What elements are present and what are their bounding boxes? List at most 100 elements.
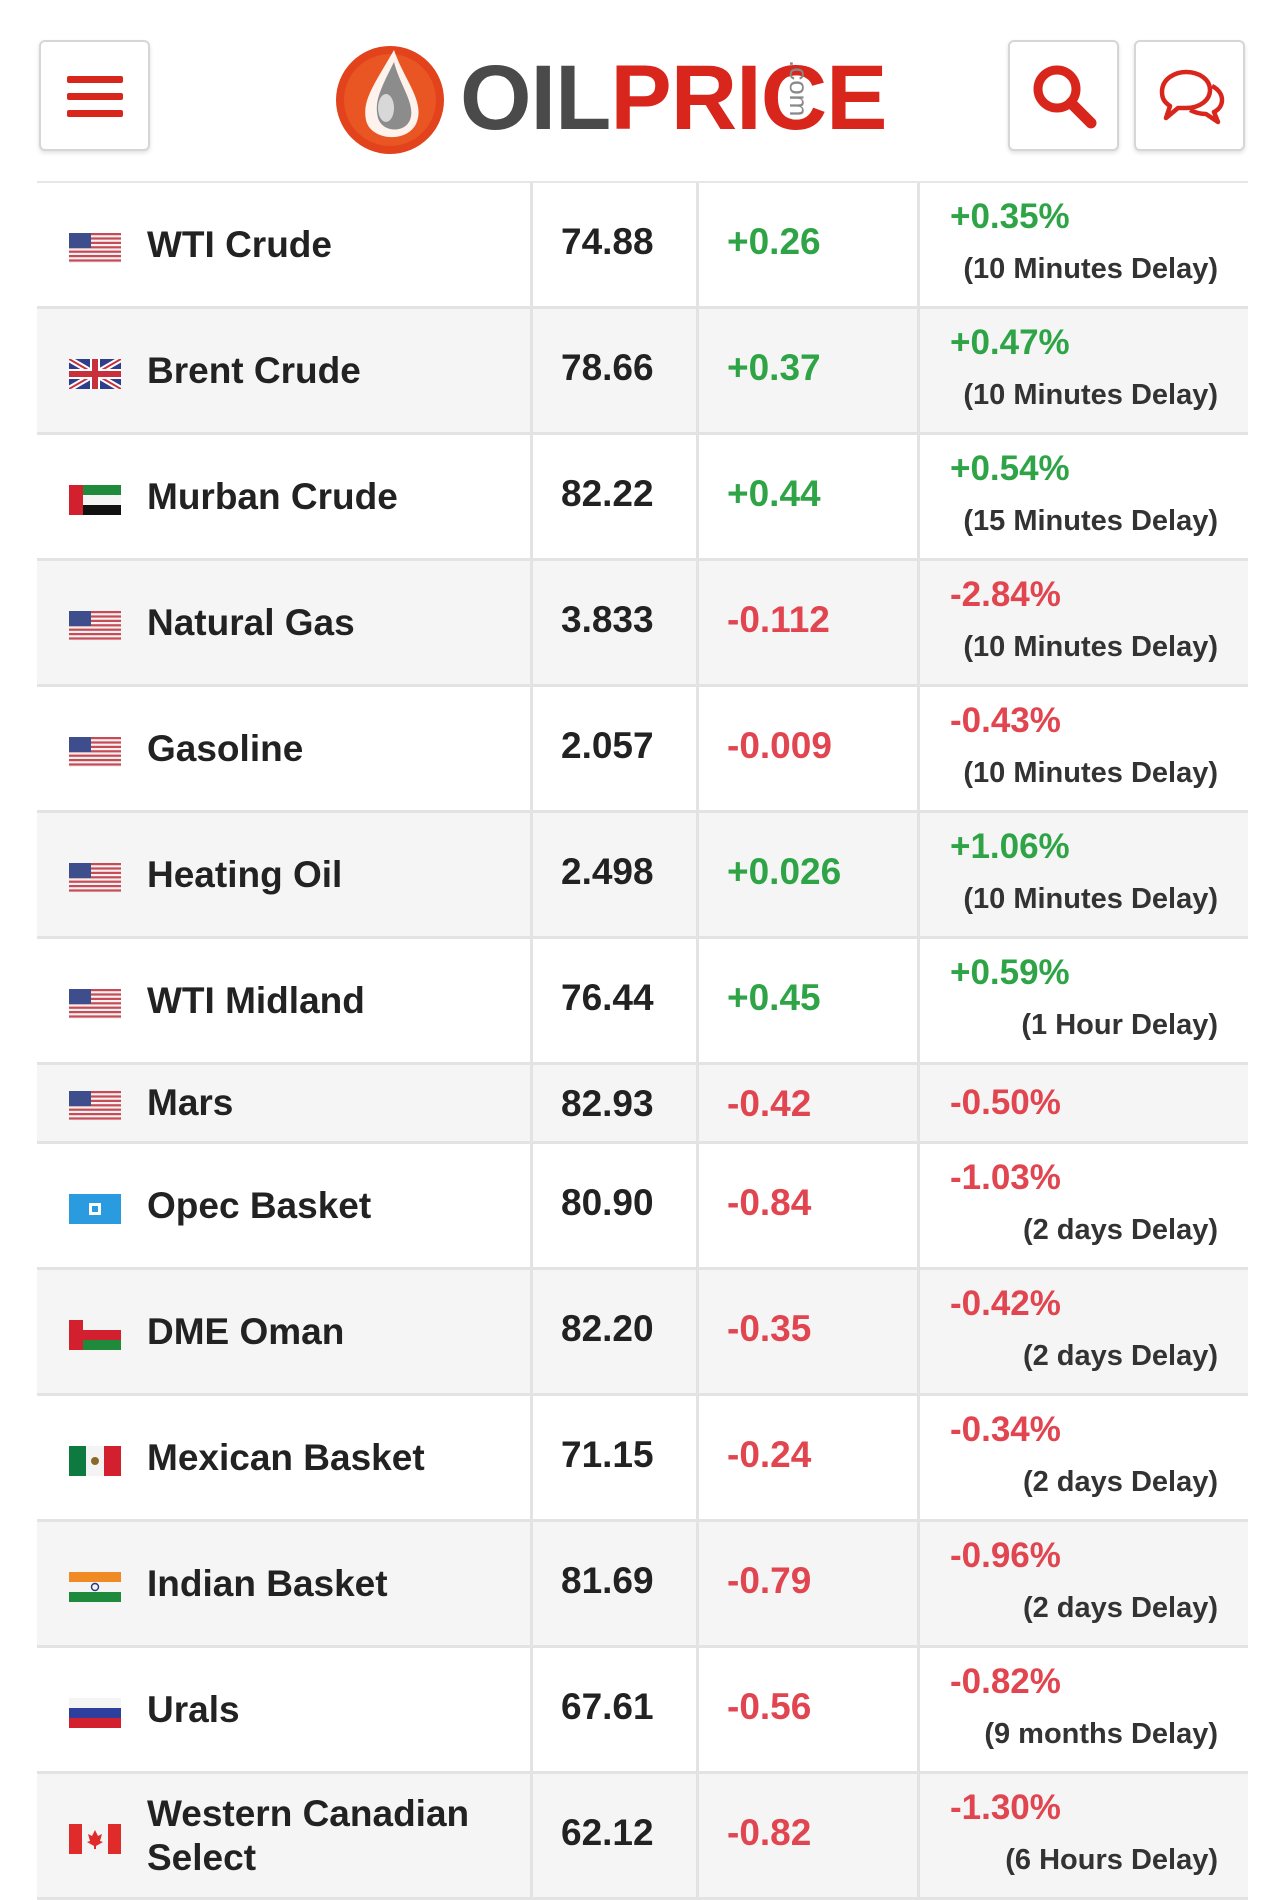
change-cell: -0.24 bbox=[699, 1396, 920, 1519]
comments-button[interactable] bbox=[1134, 40, 1245, 151]
commodity-cell[interactable]: Brent Crude bbox=[37, 309, 533, 432]
percent-change: +0.59% bbox=[950, 953, 1070, 992]
price-cell: 80.90 bbox=[533, 1144, 699, 1267]
commodity-name[interactable]: Brent Crude bbox=[147, 349, 361, 391]
table-row[interactable]: Gasoline 2.057 -0.009 -0.43% (10 Minutes… bbox=[37, 687, 1248, 813]
percent-change: -1.03% bbox=[950, 1158, 1061, 1197]
mexico-flag-icon bbox=[69, 1445, 121, 1476]
change-value: -0.24 bbox=[727, 1434, 812, 1475]
price-value: 82.22 bbox=[561, 473, 654, 514]
price-cell: 82.22 bbox=[533, 435, 699, 558]
commodity-name[interactable]: WTI Crude bbox=[147, 223, 332, 265]
price-cell: 2.057 bbox=[533, 687, 699, 810]
change-cell: +0.026 bbox=[699, 813, 920, 936]
table-row[interactable]: Brent Crude 78.66 +0.37 +0.47% (10 Minut… bbox=[37, 309, 1248, 435]
price-value: 3.833 bbox=[561, 599, 654, 640]
commodity-cell[interactable]: Indian Basket bbox=[37, 1522, 533, 1645]
commodity-cell[interactable]: DME Oman bbox=[37, 1270, 533, 1393]
table-row[interactable]: Murban Crude 82.22 +0.44 +0.54% (15 Minu… bbox=[37, 435, 1248, 561]
delay-note: (6 Hours Delay) bbox=[1005, 1844, 1218, 1876]
commodity-name[interactable]: Western Canadian Select bbox=[147, 1792, 470, 1878]
table-row[interactable]: Mars 82.93 -0.42 -0.50% bbox=[37, 1065, 1248, 1144]
percent-cell: -0.34% (2 days Delay) bbox=[920, 1396, 1248, 1519]
commodity-cell[interactable]: Natural Gas bbox=[37, 561, 533, 684]
percent-change: +0.54% bbox=[950, 449, 1070, 488]
percent-cell: -1.03% (2 days Delay) bbox=[920, 1144, 1248, 1267]
commodity-name[interactable]: Natural Gas bbox=[147, 601, 355, 643]
commodity-cell[interactable]: Murban Crude bbox=[37, 435, 533, 558]
commodity-cell[interactable]: Urals bbox=[37, 1648, 533, 1771]
percent-cell: -0.43% (10 Minutes Delay) bbox=[920, 687, 1248, 810]
price-value: 80.90 bbox=[561, 1182, 654, 1223]
change-value: +0.45 bbox=[727, 977, 821, 1018]
us-flag-icon bbox=[69, 1091, 121, 1121]
table-row[interactable]: WTI Midland 76.44 +0.45 +0.59% (1 Hour D… bbox=[37, 939, 1248, 1065]
commodity-name[interactable]: Gasoline bbox=[147, 727, 304, 769]
delay-note: (2 days Delay) bbox=[1022, 1466, 1218, 1498]
commodity-cell[interactable]: Gasoline bbox=[37, 687, 533, 810]
price-value: 78.66 bbox=[561, 347, 654, 388]
us-flag-icon bbox=[69, 232, 121, 263]
uae-flag-icon bbox=[69, 484, 121, 515]
percent-cell: +0.47% (10 Minutes Delay) bbox=[920, 309, 1248, 432]
commodity-cell[interactable]: Heating Oil bbox=[37, 813, 533, 936]
percent-cell: -0.96% (2 days Delay) bbox=[920, 1522, 1248, 1645]
change-cell: +0.45 bbox=[699, 939, 920, 1062]
menu-button[interactable] bbox=[39, 40, 150, 151]
india-flag-icon bbox=[69, 1571, 121, 1602]
commodity-name[interactable]: Opec Basket bbox=[147, 1184, 372, 1226]
percent-change: +0.47% bbox=[950, 323, 1070, 362]
percent-cell: +0.35% (10 Minutes Delay) bbox=[920, 183, 1248, 306]
delay-note: (10 Minutes Delay) bbox=[963, 757, 1218, 789]
change-cell: -0.84 bbox=[699, 1144, 920, 1267]
commodity-name[interactable]: Indian Basket bbox=[147, 1562, 388, 1604]
commodity-cell[interactable]: Western Canadian Select bbox=[37, 1774, 533, 1897]
price-cell: 71.15 bbox=[533, 1396, 699, 1519]
change-value: -0.42 bbox=[727, 1083, 812, 1124]
table-row[interactable]: Natural Gas 3.833 -0.112 -2.84% (10 Minu… bbox=[37, 561, 1248, 687]
price-cell: 78.66 bbox=[533, 309, 699, 432]
price-cell: 3.833 bbox=[533, 561, 699, 684]
change-value: -0.56 bbox=[727, 1686, 812, 1727]
table-row[interactable]: Urals 67.61 -0.56 -0.82% (9 months Delay… bbox=[37, 1648, 1248, 1774]
commodity-cell[interactable]: WTI Midland bbox=[37, 939, 533, 1062]
change-cell: +0.44 bbox=[699, 435, 920, 558]
percent-change: -0.96% bbox=[950, 1536, 1061, 1575]
table-row[interactable]: Mexican Basket 71.15 -0.24 -0.34% (2 day… bbox=[37, 1396, 1248, 1522]
table-row[interactable]: Opec Basket 80.90 -0.84 -1.03% (2 days D… bbox=[37, 1144, 1248, 1270]
percent-cell: -2.84% (10 Minutes Delay) bbox=[920, 561, 1248, 684]
commodity-name[interactable]: Mexican Basket bbox=[147, 1436, 425, 1478]
table-row[interactable]: Heating Oil 2.498 +0.026 +1.06% (10 Minu… bbox=[37, 813, 1248, 939]
commodity-name[interactable]: Urals bbox=[147, 1688, 240, 1730]
commodity-name[interactable]: Murban Crude bbox=[147, 475, 398, 517]
us-flag-icon bbox=[69, 988, 121, 1019]
price-value: 82.20 bbox=[561, 1308, 654, 1349]
commodity-name[interactable]: WTI Midland bbox=[147, 979, 365, 1021]
commodity-cell[interactable]: WTI Crude bbox=[37, 183, 533, 306]
delay-note: (2 days Delay) bbox=[1022, 1592, 1218, 1624]
change-cell: -0.56 bbox=[699, 1648, 920, 1771]
table-row[interactable]: Indian Basket 81.69 -0.79 -0.96% (2 days… bbox=[37, 1522, 1248, 1648]
table-row[interactable]: Western Canadian Select 62.12 -0.82 -1.3… bbox=[37, 1774, 1248, 1900]
percent-change: -0.82% bbox=[950, 1662, 1061, 1701]
price-cell: 62.12 bbox=[533, 1774, 699, 1897]
table-row[interactable]: WTI Crude 74.88 +0.26 +0.35% (10 Minutes… bbox=[37, 183, 1248, 309]
change-value: -0.82 bbox=[727, 1812, 812, 1853]
percent-change: -0.43% bbox=[950, 701, 1061, 740]
commodity-name[interactable]: Heating Oil bbox=[147, 853, 343, 895]
logo-wordmark: OIL PRICE bbox=[460, 47, 888, 149]
percent-change: -2.84% bbox=[950, 575, 1061, 614]
price-cell: 81.69 bbox=[533, 1522, 699, 1645]
commodity-name[interactable]: DME Oman bbox=[147, 1310, 345, 1352]
oilprice-logo[interactable]: OIL PRICE .com bbox=[334, 38, 888, 158]
price-value: 2.498 bbox=[561, 851, 654, 892]
commodity-cell[interactable]: Mars bbox=[37, 1065, 533, 1141]
search-button[interactable] bbox=[1008, 40, 1119, 151]
delay-note: (10 Minutes Delay) bbox=[963, 883, 1218, 915]
price-value: 74.88 bbox=[561, 221, 654, 262]
table-row[interactable]: DME Oman 82.20 -0.35 -0.42% (2 days Dela… bbox=[37, 1270, 1248, 1396]
commodity-cell[interactable]: Opec Basket bbox=[37, 1144, 533, 1267]
canada-flag-icon bbox=[69, 1823, 121, 1854]
commodity-cell[interactable]: Mexican Basket bbox=[37, 1396, 533, 1519]
commodity-name[interactable]: Mars bbox=[147, 1082, 234, 1123]
